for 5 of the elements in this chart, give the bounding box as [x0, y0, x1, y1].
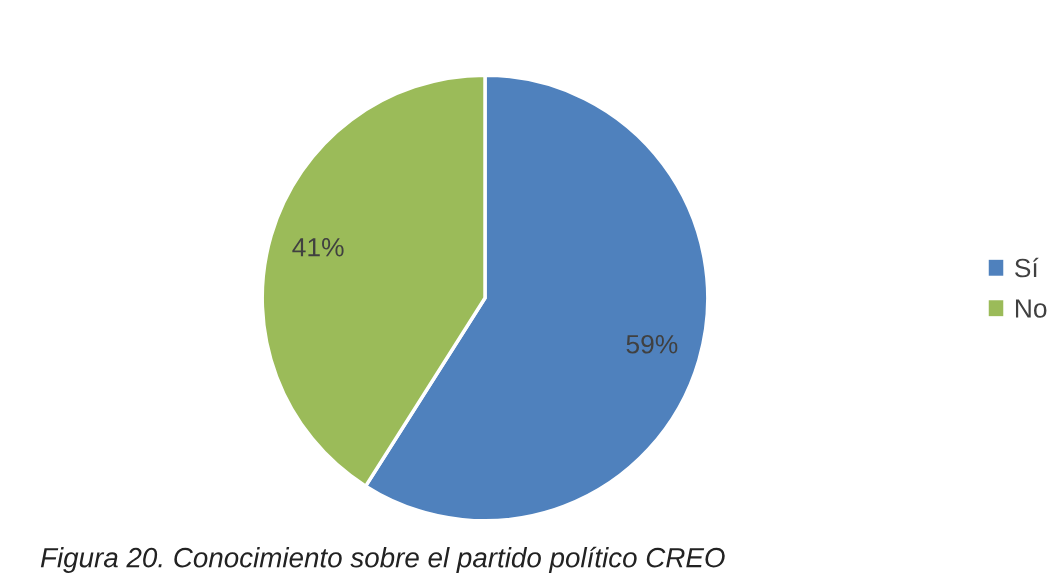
legend-label: Sí: [1015, 257, 1039, 278]
text: Figura 20. Conocimiento sobre el partido político CREO: [40, 546, 725, 573]
data-label: 59%: [626, 334, 678, 354]
legend-label: No: [1015, 299, 1047, 318]
data-label: 41%: [292, 238, 344, 257]
